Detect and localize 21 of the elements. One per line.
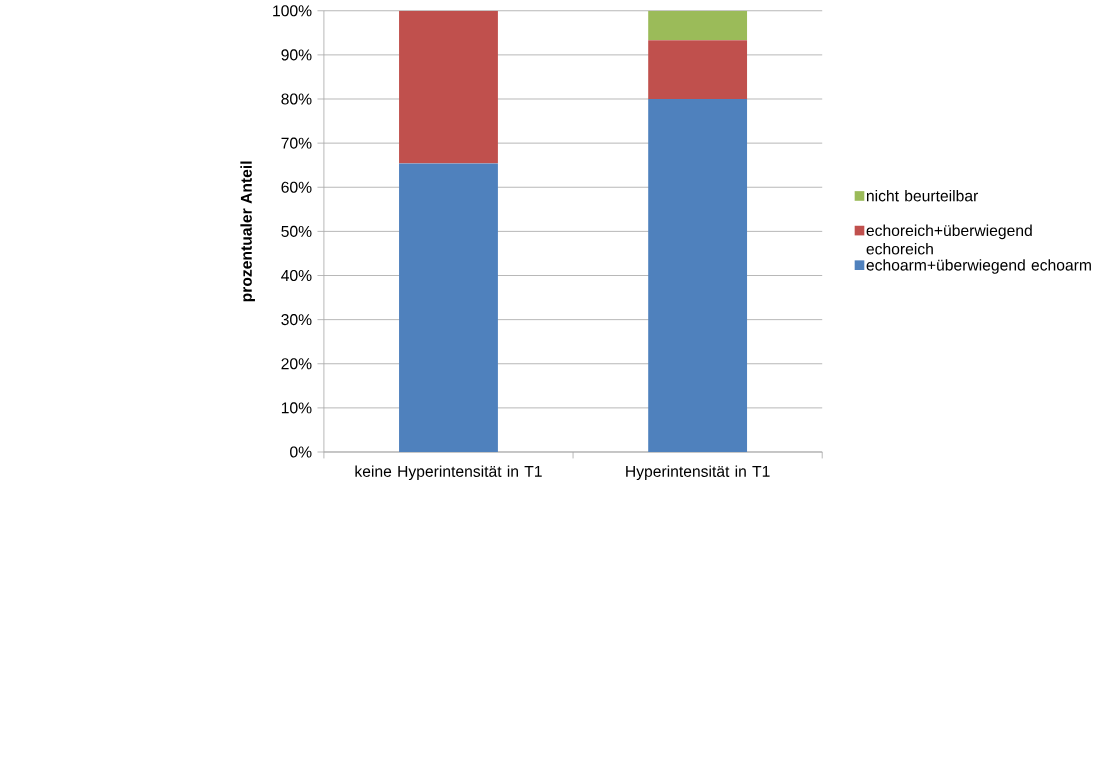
y-tick-label: 50% [281, 225, 312, 237]
legend-label: nicht beurteilbar [866, 189, 979, 202]
y-tick-label: 60% [281, 181, 312, 193]
y-tick-label: 10% [281, 402, 312, 414]
bar [648, 40, 748, 99]
bar [399, 10, 498, 164]
y-tick-label: 20% [281, 358, 312, 370]
y-tick-label: 70% [281, 137, 312, 149]
y-tick-label: 40% [281, 269, 312, 281]
bar [399, 163, 498, 452]
y-axis-title: prozentualer Anteil [240, 161, 255, 302]
x-tick-label: Hyperintensität in T1 [626, 465, 770, 480]
bar [648, 98, 748, 452]
y-tick-label: 30% [281, 313, 312, 326]
y-tick-label: 100% [273, 5, 312, 17]
bar [648, 10, 748, 41]
x-tick-label: keine Hyperintensität in T1 [355, 465, 542, 480]
y-tick-label: 0% [290, 446, 312, 458]
y-tick-label: 90% [281, 49, 312, 61]
legend-label: echoarm+überwiegend echoarm [866, 258, 1091, 274]
y-tick-label: 80% [281, 93, 312, 105]
